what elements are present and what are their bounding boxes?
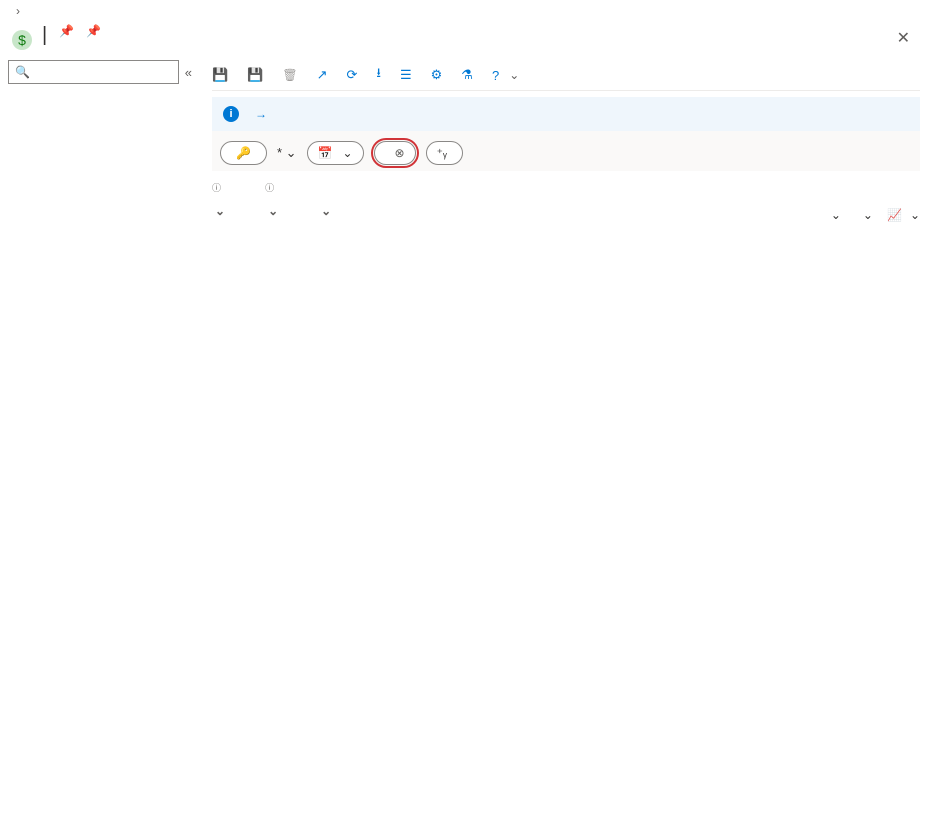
feedback-banner: i → xyxy=(212,97,920,131)
download-button[interactable]: ⭳ xyxy=(376,64,386,86)
filter-icon: ⁺ᵧ xyxy=(437,146,447,160)
list-icon: ☰ xyxy=(400,67,412,83)
info-icon[interactable]: ⓘ xyxy=(212,183,221,193)
chevron-down-icon[interactable]: ⌄ xyxy=(215,204,225,218)
share-icon: ↗ xyxy=(317,67,328,83)
actual-cost-metric: ⓘ ⌄ xyxy=(212,181,225,222)
save-icon: 💾 xyxy=(212,67,228,83)
cost-icon: $ xyxy=(10,28,34,52)
chart-controls: ⌄ ⌄ 📈 ⌄ xyxy=(823,208,920,222)
flask-icon: ⚗ xyxy=(461,67,473,83)
help-button[interactable]: ? ⌄ xyxy=(492,68,519,83)
svg-text:$: $ xyxy=(18,32,26,48)
chevron-down-icon: ⌄ xyxy=(831,208,841,222)
chevron-down-icon: ⌄ xyxy=(342,146,352,160)
try-preview-button[interactable]: ⚗ xyxy=(461,67,478,83)
page-header: $ | 📌 📌 ✕ xyxy=(0,22,928,60)
view-selector[interactable]: * ⌄ xyxy=(277,145,297,161)
main-content: 💾 💾 🗑 ↗ ⟳ ⭳ ☰ ⚙ ⚗ ? ⌄ i → 🔑 * ⌄ xyxy=(200,60,928,603)
forecast-metric: ⓘ ⌄ xyxy=(265,181,278,222)
trash-icon: 🗑 xyxy=(282,68,297,82)
close-icon[interactable]: ✕ xyxy=(889,24,918,52)
save-as-button[interactable]: 💾 xyxy=(247,67,268,83)
save-button[interactable]: 💾 xyxy=(212,67,233,83)
download-icon: ⭳ xyxy=(376,64,381,86)
add-filter-button[interactable]: ⁺ᵧ xyxy=(426,141,463,165)
metrics-row: ⓘ ⌄ ⓘ ⌄ ⌄ ⌄ ⌄ 📈 ⌄ xyxy=(212,171,920,226)
chevron-icon: › xyxy=(16,4,20,18)
calendar-icon: 📅 xyxy=(318,146,333,160)
cost-chart xyxy=(212,230,920,589)
collapse-sidebar-icon[interactable]: « xyxy=(185,65,192,80)
share-button[interactable]: ↗ xyxy=(317,67,333,83)
service-filter-pill[interactable]: ⊗ xyxy=(374,141,416,165)
area-chart-icon: 📈 xyxy=(887,208,902,222)
chevron-down-icon[interactable]: ⌄ xyxy=(268,204,278,218)
chart-legend xyxy=(212,573,920,589)
pin-icon[interactable]: 📌 xyxy=(59,24,74,38)
info-icon[interactable]: ⓘ xyxy=(265,183,274,193)
granularity-selector[interactable]: ⌄ xyxy=(855,208,873,222)
charttype-selector[interactable]: 📈 ⌄ xyxy=(887,208,920,222)
search-input[interactable]: 🔍 xyxy=(8,60,179,84)
scope-pill[interactable]: 🔑 xyxy=(220,141,267,165)
pin-icon-2[interactable]: 📌 xyxy=(86,24,101,38)
banner-arrow-icon[interactable]: → xyxy=(255,107,267,121)
breadcrumb: › xyxy=(0,0,928,22)
filters-row: 🔑 * ⌄ 📅 ⌄ ⊗ ⁺ᵧ xyxy=(212,131,920,171)
sidebar: 🔍 « xyxy=(0,60,200,603)
chevron-down-icon: ⌄ xyxy=(863,208,873,222)
gear-icon: ⚙ xyxy=(431,67,443,83)
save-as-icon: 💾 xyxy=(247,67,263,83)
toolbar: 💾 💾 🗑 ↗ ⟳ ⭳ ☰ ⚙ ⚗ ? ⌄ xyxy=(212,60,920,91)
page-title: | xyxy=(42,24,47,47)
groupby-selector[interactable]: ⌄ xyxy=(823,208,841,222)
cost-by-resource-button[interactable]: ☰ xyxy=(400,67,417,83)
chevron-down-icon: ⌄ xyxy=(910,208,920,222)
delete-view-button: 🗑 xyxy=(282,68,302,82)
chevron-down-icon: ⌄ xyxy=(509,68,519,82)
budget-metric: ⌄ xyxy=(318,194,331,222)
help-icon: ? xyxy=(492,68,499,83)
chevron-down-icon[interactable]: ⌄ xyxy=(321,204,331,218)
info-icon: i xyxy=(223,106,239,122)
refresh-icon: ⟳ xyxy=(347,67,358,83)
remove-filter-icon[interactable]: ⊗ xyxy=(395,146,405,160)
search-icon: 🔍 xyxy=(15,65,30,79)
refresh-button[interactable]: ⟳ xyxy=(347,67,363,83)
date-pill[interactable]: 📅 ⌄ xyxy=(307,141,364,165)
key-icon: 🔑 xyxy=(236,146,251,160)
settings-button[interactable]: ⚙ xyxy=(431,67,448,83)
chevron-down-icon: ⌄ xyxy=(286,145,297,160)
